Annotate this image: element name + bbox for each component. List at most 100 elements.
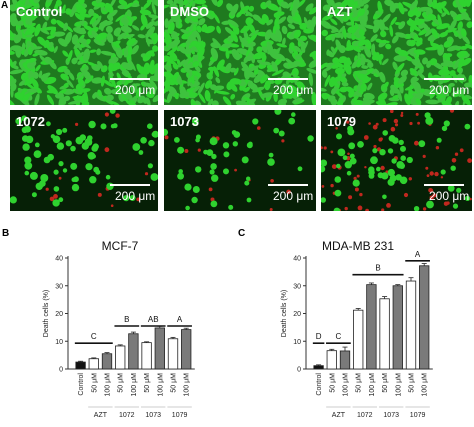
live-cell [130,83,138,94]
micrograph-3: AZT 200 μm [321,0,472,105]
live-cell [330,46,336,54]
live-cell [110,124,116,129]
live-cell [392,137,399,144]
live-cell [370,156,378,165]
bar-chart-svg: MDA-MB 231 0 10 20 30 40 Death cells (%) Contro… [281,239,433,419]
dead-cell [363,135,369,140]
live-cell [413,33,418,42]
live-cell [20,1,27,14]
dead-cell [390,126,396,132]
live-cell [389,174,397,182]
live-cell [100,75,105,87]
dead-cell [347,152,350,156]
live-cell [42,21,48,31]
live-cell [207,98,214,105]
bar [101,353,113,370]
live-cell [173,0,181,5]
live-cell [124,34,135,38]
live-cell [196,46,205,60]
significance-letter: C [336,332,342,341]
bar [181,329,192,370]
live-cell [75,3,87,14]
live-cell [91,154,96,159]
live-cell [174,137,180,143]
live-cell [381,13,391,24]
live-cell [408,18,413,24]
live-cell [398,139,404,146]
live-cell [267,158,275,166]
live-cell [10,28,15,38]
dead-cell [440,176,444,179]
live-cell [278,99,286,105]
live-cell [408,39,416,47]
live-cell [328,25,339,33]
live-cell [442,92,450,97]
live-cell [34,142,40,148]
live-cell [109,0,117,8]
live-cell [271,61,279,73]
live-cell [416,68,424,76]
live-cell [321,70,328,78]
bar [75,361,86,370]
live-cell [184,183,192,191]
live-cell [118,0,128,6]
x-tick-label: Control [78,373,85,396]
live-cell [356,73,371,82]
live-cell [336,91,344,99]
micrograph-image [321,0,472,105]
live-cell [223,168,229,175]
live-cell [412,18,425,26]
panel-letter-c: C [238,228,246,239]
dead-cell [394,123,399,127]
live-cell [282,83,289,90]
dead-cell [257,126,261,130]
bar [339,350,351,370]
live-cell [362,0,372,5]
live-cell [174,92,179,100]
micrograph-4: 1072 200 μm [10,110,158,211]
live-cell [148,64,156,75]
dead-cell [403,192,409,198]
live-cell [71,183,80,192]
live-cell [425,116,434,125]
dead-cell [49,196,55,202]
live-cell [10,69,24,75]
live-cell [67,49,73,63]
x-tick-label: 50 μM [329,373,336,393]
group-label: 1072 [357,412,373,419]
dead-cell [164,135,169,140]
micrograph-2: DMSO 200 μm [164,0,316,105]
live-cell [46,94,55,105]
live-cell [378,92,388,101]
scale-bar [268,78,308,80]
live-cell [46,0,54,3]
live-cell [231,49,241,61]
live-cell [344,45,356,51]
live-cell [417,6,432,12]
live-cell [228,204,234,210]
live-cell [290,91,302,97]
dead-cell [110,204,114,207]
live-cell [44,56,53,65]
live-cell [100,123,107,130]
live-cell [72,95,84,100]
live-cell [229,78,242,85]
live-cell [379,149,386,156]
live-cell [452,29,460,37]
dead-cell [373,144,377,149]
dead-cell [330,150,334,154]
live-cell [55,92,64,99]
live-cell [328,95,336,102]
live-cell [109,110,116,114]
live-cell [426,200,434,209]
live-cell [344,62,352,75]
dead-cell [381,208,385,211]
live-cell [455,14,462,21]
live-cell [135,87,142,99]
x-tick-label: Control [316,373,323,396]
live-cell [418,140,426,148]
live-cell [282,71,290,79]
scale-bar [110,78,150,80]
live-cell [147,123,153,129]
live-cell [372,50,379,62]
